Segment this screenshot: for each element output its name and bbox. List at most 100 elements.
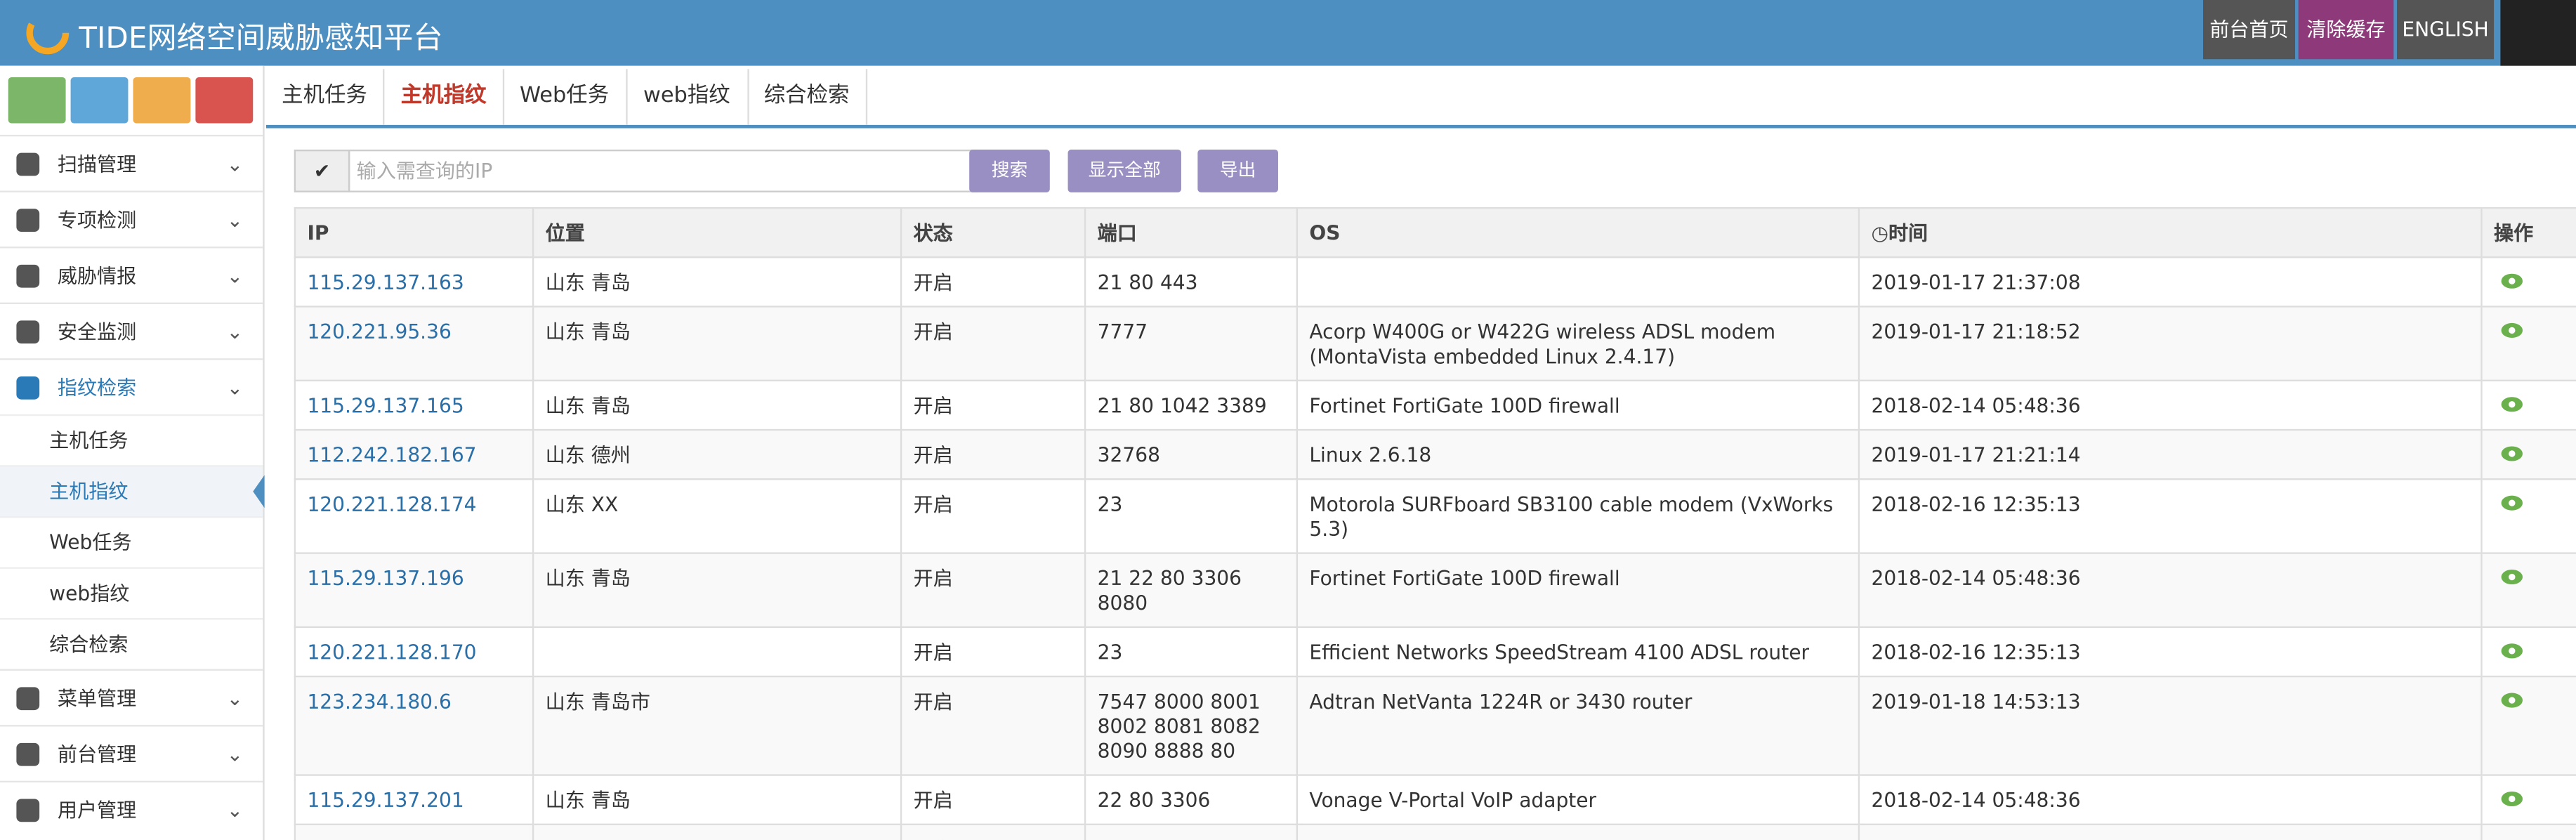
table-cell: 80	[1084, 823, 1299, 840]
submenu-item[interactable]: 主机任务	[0, 414, 263, 466]
ip-link[interactable]: 123.234.180.6	[307, 690, 452, 714]
menu-item[interactable]: 威胁情报 ⌄	[0, 247, 263, 304]
icon-button[interactable]	[195, 77, 254, 124]
ip-link[interactable]: 120.221.95.39	[307, 839, 451, 840]
submenu-item[interactable]: web指纹	[0, 567, 263, 619]
table-cell	[1296, 823, 1860, 840]
cell-text: 山东 德州	[545, 443, 631, 467]
tab[interactable]: 主机任务	[266, 69, 385, 125]
view-button[interactable]	[2500, 493, 2523, 518]
ip-link[interactable]: 115.29.137.196	[307, 567, 464, 591]
table-cell: 32768	[1084, 428, 1299, 480]
cell-text: 山东 青岛市	[545, 690, 650, 714]
table-cell: 2018-02-16 12:35:13	[1858, 478, 2483, 554]
chevron: ⌄	[226, 152, 244, 176]
view-button[interactable]	[2500, 444, 2523, 468]
table-cell: 2018-02-16 12:35:13	[1858, 626, 2483, 678]
ip-link[interactable]: 120.221.128.170	[307, 641, 477, 664]
ip-link[interactable]: 120.221.128.174	[307, 493, 477, 516]
cell-text: 7777	[1097, 320, 1148, 344]
view-button[interactable]	[2500, 271, 2523, 296]
menu-icon	[16, 376, 40, 400]
menu-item[interactable]: 安全监测 ⌄	[0, 302, 263, 360]
table-cell	[1296, 256, 1860, 308]
table-cell: 2019-01-17 21:21:14	[1858, 428, 2483, 480]
tab[interactable]: web指纹	[626, 69, 749, 125]
menu-icon	[16, 209, 40, 232]
tab[interactable]: Web任务	[503, 69, 628, 125]
cell-text: 山东 青岛	[545, 567, 631, 591]
menu-item[interactable]: 用户管理 ⌄	[0, 780, 263, 839]
submenu-item[interactable]: 主机指纹	[0, 465, 265, 516]
cell-text: 开启	[913, 394, 953, 418]
table-cell: 7777	[1084, 306, 1299, 381]
cell-text: 2019-01-17 21:37:08	[1871, 271, 2081, 294]
submenu-item[interactable]: 综合检索	[0, 618, 263, 669]
menu-label: 用户管理	[57, 799, 137, 822]
icon-button[interactable]	[70, 77, 129, 124]
ip-link[interactable]: 115.29.137.201	[307, 789, 464, 813]
view-button[interactable]	[2500, 320, 2523, 345]
table-row: 120.221.128.174 山东 XX 开启 23 Motorola SURFboa…	[294, 478, 2576, 554]
menu-item[interactable]: 菜单管理 ⌄	[0, 669, 263, 727]
column-header: OS	[1296, 206, 1860, 258]
tab[interactable]: 综合检索	[747, 69, 868, 125]
table-cell: Fortinet FortiGate 100D firewall	[1296, 379, 1860, 431]
cell-text: 开启	[913, 320, 953, 344]
table-cell	[2480, 478, 2576, 554]
clock-icon: ◷	[1871, 221, 1888, 245]
column-header: 状态	[900, 206, 1086, 258]
menu-item[interactable]: 指纹检索 ⌄	[0, 358, 263, 416]
table-cell: 21 80 1042 3389	[1084, 379, 1299, 431]
table-cell	[2480, 823, 2576, 840]
ip-link[interactable]: 115.29.137.163	[307, 271, 464, 294]
ip-link[interactable]: 120.221.95.36	[307, 320, 452, 344]
column-label: OS	[1309, 221, 1341, 244]
table-cell: 开启	[900, 256, 1086, 308]
search-button[interactable]: 搜索	[969, 149, 1050, 192]
column-label: 时间	[1888, 221, 1928, 245]
table-cell: 山东 青岛	[532, 379, 902, 431]
table-cell	[2480, 552, 2576, 629]
table-row: 115.29.137.196 山东 青岛 开启 21 22 80 3306 8080 F…	[294, 552, 2576, 629]
submenu-item[interactable]: Web任务	[0, 516, 263, 567]
column-header: 端口	[1084, 206, 1299, 258]
menu-label: 菜单管理	[57, 687, 137, 711]
view-button[interactable]	[2500, 567, 2523, 591]
ip-link[interactable]: 112.242.182.167	[307, 443, 477, 467]
table-cell: 120.221.95.39	[294, 823, 534, 840]
search-button[interactable]: 显示全部	[1067, 149, 1181, 192]
icon-button[interactable]	[8, 77, 66, 124]
submenu-label: Web任务	[49, 530, 132, 554]
table-cell: 开启	[900, 626, 1086, 678]
cell-text: Vonage V-Portal VoIP adapter	[1309, 789, 1597, 813]
table-cell: 开启	[900, 774, 1086, 825]
view-button[interactable]	[2500, 641, 2523, 666]
check-button[interactable]: ✔	[294, 149, 350, 192]
avatar[interactable]	[2500, 0, 2576, 66]
ip-input[interactable]: 输入需查询的IP	[348, 149, 978, 192]
view-button[interactable]	[2500, 395, 2523, 419]
header-button[interactable]: ENGLISH	[2397, 0, 2495, 60]
chevron: ⌄	[226, 687, 244, 711]
table-cell: 115.29.137.163	[294, 256, 534, 308]
search-button[interactable]: 导出	[1197, 149, 1278, 192]
view-button[interactable]	[2500, 690, 2523, 715]
icon-button[interactable]	[133, 77, 191, 124]
ip-link[interactable]: 115.29.137.165	[307, 394, 464, 418]
menu-item[interactable]: 前台管理 ⌄	[0, 725, 263, 782]
view-button[interactable]	[2500, 789, 2523, 813]
cell-text: 开启	[914, 839, 953, 840]
table-row: 120.221.95.39 开启 80 2019-01-17 21:18:52	[294, 823, 2576, 840]
cell-text: 山东 青岛	[545, 789, 631, 813]
table-cell	[2480, 774, 2576, 825]
table-cell: 2019-01-17 21:37:08	[1858, 256, 2483, 308]
chevron: ⌄	[226, 742, 244, 766]
menu-item[interactable]: 扫描管理 ⌄	[0, 134, 263, 192]
cell-text: 2019-01-17 21:21:14	[1871, 443, 2081, 467]
tab[interactable]: 主机指纹	[384, 69, 505, 125]
header-button[interactable]: 前台首页	[2203, 0, 2296, 60]
menu-item[interactable]: 专项检测 ⌄	[0, 190, 263, 248]
header-button[interactable]: 清除缓存	[2298, 0, 2394, 60]
